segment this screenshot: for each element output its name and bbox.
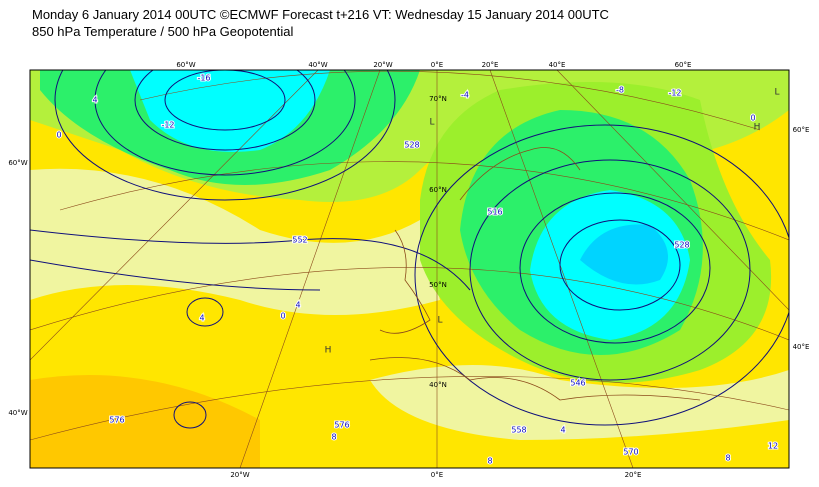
lon-label: 60°W <box>176 61 195 69</box>
contour-label: 0 <box>750 114 755 123</box>
contour-label: -16 <box>197 74 210 83</box>
pressure-marker: L <box>774 88 779 98</box>
lon-label: 40°E <box>549 61 566 69</box>
map-frame <box>29 69 790 469</box>
contour-label: -12 <box>161 121 174 130</box>
subtitle: 850 hPa Temperature / 500 hPa Geopotenti… <box>32 24 294 39</box>
pressure-marker: H <box>325 346 332 356</box>
pressure-marker: H <box>754 123 761 133</box>
contour-label: 546 <box>570 379 585 388</box>
contour-label: 0 <box>280 312 285 321</box>
lon-label: 20°W <box>373 61 392 69</box>
lon-label: 0°E <box>431 61 443 69</box>
lon-label: 0°E <box>431 471 443 479</box>
contour-label: 0 <box>56 131 61 140</box>
lat-label: 40°N <box>429 381 447 389</box>
lon-label: 20°E <box>625 471 642 479</box>
coastlines <box>369 147 701 401</box>
contour-label: 552 <box>292 236 307 245</box>
contour-label: 570 <box>623 448 638 457</box>
contour-label: 558 <box>511 426 526 435</box>
lat-label: 40°E <box>793 343 810 351</box>
contour-label: 4 <box>199 314 204 323</box>
contour-label: 576 <box>334 421 349 430</box>
lon-label: 20°E <box>482 61 499 69</box>
lon-label: 60°E <box>675 61 692 69</box>
contour-label: 4 <box>92 96 97 105</box>
lon-label: 20°W <box>230 471 249 479</box>
contour-label: 4 <box>560 426 565 435</box>
lat-label: 50°N <box>429 281 447 289</box>
contour-label: 8 <box>331 433 336 442</box>
contour-label: 12 <box>768 442 778 451</box>
contour-label: 528 <box>674 241 689 250</box>
lat-label: 40°W <box>8 409 27 417</box>
contour-label: -4 <box>461 91 469 100</box>
title: Monday 6 January 2014 00UTC ©ECMWF Forec… <box>32 7 609 22</box>
lat-label: 60°W <box>8 159 27 167</box>
lat-label: 60°N <box>429 186 447 194</box>
lat-label: 60°E <box>793 126 810 134</box>
contour-label: 8 <box>487 457 492 466</box>
graticule <box>30 70 789 468</box>
lat-label: 70°N <box>429 95 447 103</box>
contour-label: -8 <box>616 86 624 95</box>
contour-label: 528 <box>404 141 419 150</box>
pressure-marker: L <box>429 118 434 128</box>
lon-label: 40°W <box>308 61 327 69</box>
pressure-marker: L <box>437 316 442 326</box>
contour-label: 8 <box>725 454 730 463</box>
contour-label: 4 <box>295 301 300 310</box>
geopotential-contours <box>30 70 789 429</box>
contour-label: -12 <box>668 89 681 98</box>
temperature-field <box>30 70 789 468</box>
contour-label: 576 <box>109 416 124 425</box>
contour-label: 516 <box>487 208 502 217</box>
